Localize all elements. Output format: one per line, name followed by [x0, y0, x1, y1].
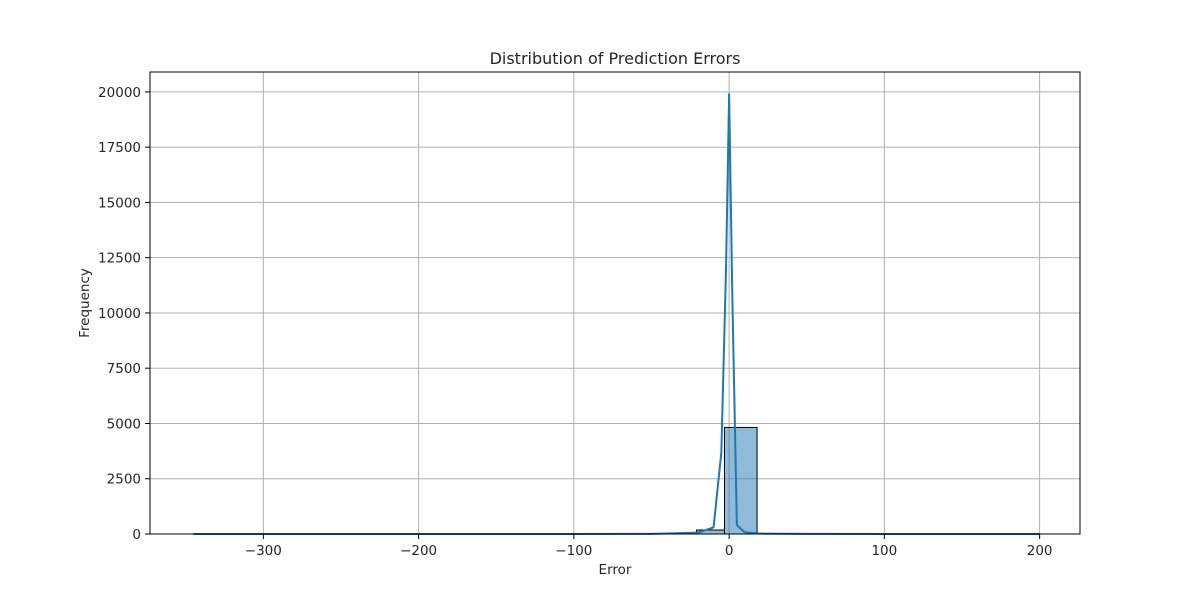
y-tick-label: 20000 [98, 85, 141, 101]
y-axis-label: Frequency [77, 268, 93, 338]
chart-title: Distribution of Prediction Errors [490, 49, 741, 68]
y-tick-label: 7500 [107, 361, 141, 377]
axis-ticks: −300 −200 −100 0 100 200 0 2500 5000 7500 10000 125… [98, 85, 1052, 559]
x-tick-label: 200 [1027, 543, 1053, 559]
y-tick-label: 5000 [107, 416, 141, 432]
x-tick-label: 100 [871, 543, 897, 559]
y-tick-label: 0 [132, 527, 141, 543]
x-tick-label: −200 [400, 543, 437, 559]
x-axis-label: Error [599, 562, 632, 578]
grid-lines [150, 72, 1080, 535]
histogram-bars [192, 426, 1041, 535]
x-tick-label: −300 [245, 543, 282, 559]
y-tick-label: 2500 [107, 472, 141, 488]
x-tick-label: −100 [555, 543, 592, 559]
histogram-bar [723, 426, 758, 535]
y-tick-label: 10000 [98, 306, 141, 322]
x-tick-label: 0 [725, 543, 734, 559]
y-tick-label: 15000 [98, 195, 141, 211]
plot-frame [149, 71, 1081, 535]
y-tick-label: 17500 [98, 140, 141, 156]
y-tick-label: 12500 [98, 251, 141, 267]
